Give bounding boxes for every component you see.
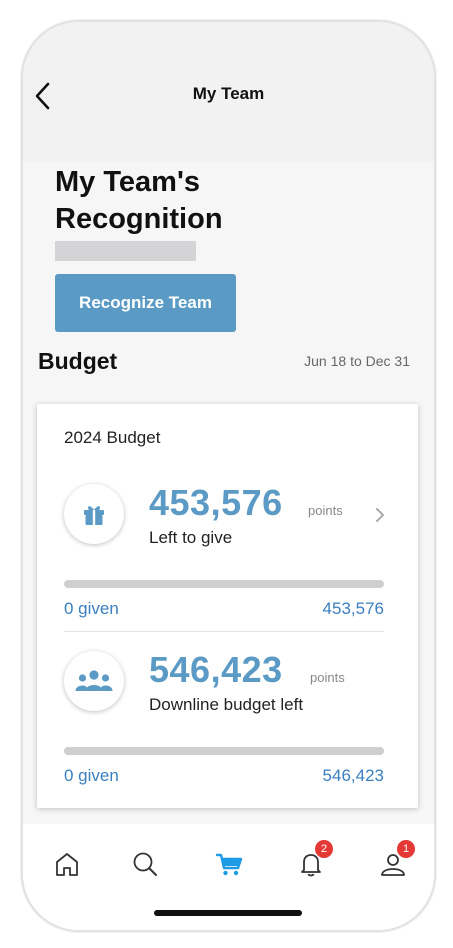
header-title: My Team [192,84,265,103]
home-icon [56,853,78,876]
cart-icon [215,853,243,876]
card-divider [64,631,384,632]
budget-card-title: 2024 Budget [64,428,161,447]
left-to-give-progress-bar [64,580,384,588]
gift-icon-circle [64,484,124,544]
downline-unit: points [310,670,345,685]
tab-search[interactable] [125,846,165,882]
gift-icon [84,506,104,525]
downline-given: 0 given [64,766,119,785]
budget-section-title: Budget [38,348,118,374]
home-indicator [154,910,302,916]
budget-card: 2024 Budget 453,576 points Left to give [37,404,418,808]
page-title: My Team's Recognition [55,166,223,235]
back-button[interactable] [29,78,59,114]
recognize-team-button[interactable]: Recognize Team [55,274,236,332]
chevron-left-icon [35,82,50,110]
search-icon [133,852,157,876]
left-to-give-given: 0 given [64,599,119,618]
left-to-give-value: 453,576 [149,482,283,523]
notifications-badge: 2 [315,840,333,858]
downline-value: 546,423 [149,649,283,690]
downline-label: Downline budget left [149,695,304,714]
loading-placeholder [55,241,196,261]
downline-total: 546,423 [322,766,384,785]
tab-notifications[interactable]: 2 [291,840,333,882]
tab-home[interactable] [47,846,87,882]
downline-progress-bar [64,747,384,755]
team-icon [75,670,113,691]
phone-frame: My Team My Team's Recognition Recognize … [21,20,436,932]
user-icon [381,854,405,876]
budget-date-range: Jun 18 to Dec 31 [304,353,410,369]
tab-cart[interactable] [209,846,249,882]
bell-icon [301,854,321,877]
left-to-give-unit: points [308,503,343,518]
left-to-give-label: Left to give [149,528,233,547]
top-bar: My Team [23,22,434,162]
team-icon-circle [64,651,124,711]
chevron-right-icon[interactable] [373,506,387,524]
left-to-give-total: 453,576 [322,599,384,618]
profile-badge: 1 [397,840,415,858]
tab-profile[interactable]: 1 [373,840,415,882]
